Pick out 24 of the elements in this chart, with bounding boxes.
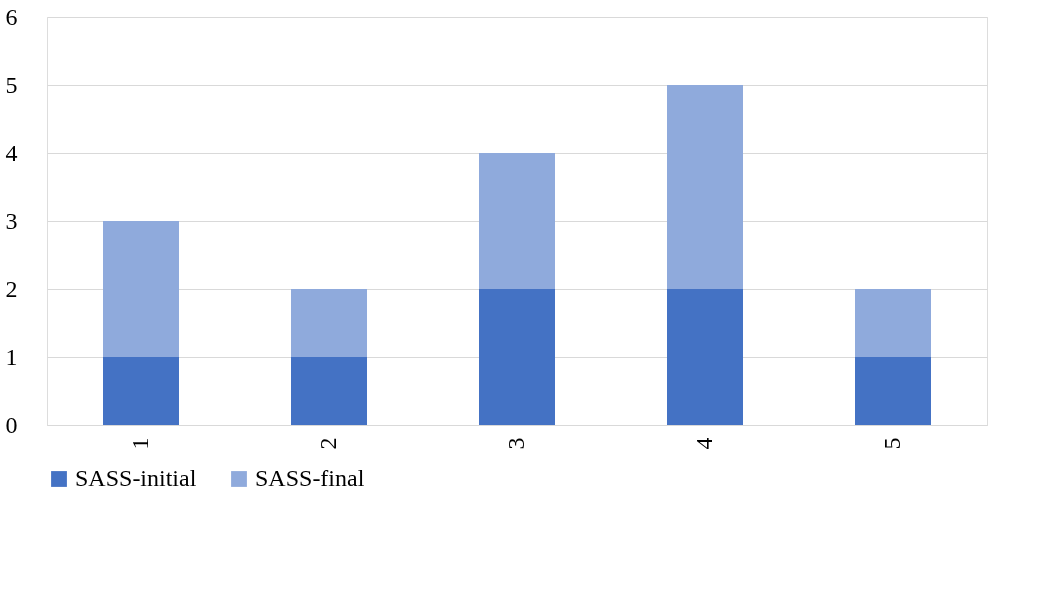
bar: [667, 289, 743, 425]
bar: [479, 153, 555, 289]
x-tick-label: 1: [127, 437, 153, 450]
bar: [291, 357, 367, 425]
bar: [291, 289, 367, 357]
bar: [103, 221, 179, 357]
y-tick-label: 1: [5, 343, 18, 370]
bar: [103, 357, 179, 425]
x-tick-label: 2: [315, 437, 341, 450]
y-tick-label: 2: [5, 275, 18, 302]
bar: [667, 85, 743, 289]
y-tick-label: 4: [5, 139, 18, 166]
legend-label: SASS-initial: [75, 465, 197, 491]
x-tick-label: 4: [691, 437, 717, 450]
bar: [855, 357, 931, 425]
x-tick-label: 5: [879, 437, 905, 450]
x-tick-label: 3: [503, 437, 529, 450]
legend-label: SASS-final: [255, 465, 365, 491]
y-tick-label: 5: [5, 71, 18, 98]
bar: [855, 289, 931, 357]
bar: [479, 289, 555, 425]
y-tick-label: 3: [5, 207, 18, 234]
y-tick-label: 0: [5, 411, 18, 438]
y-tick-label: 6: [5, 3, 18, 30]
